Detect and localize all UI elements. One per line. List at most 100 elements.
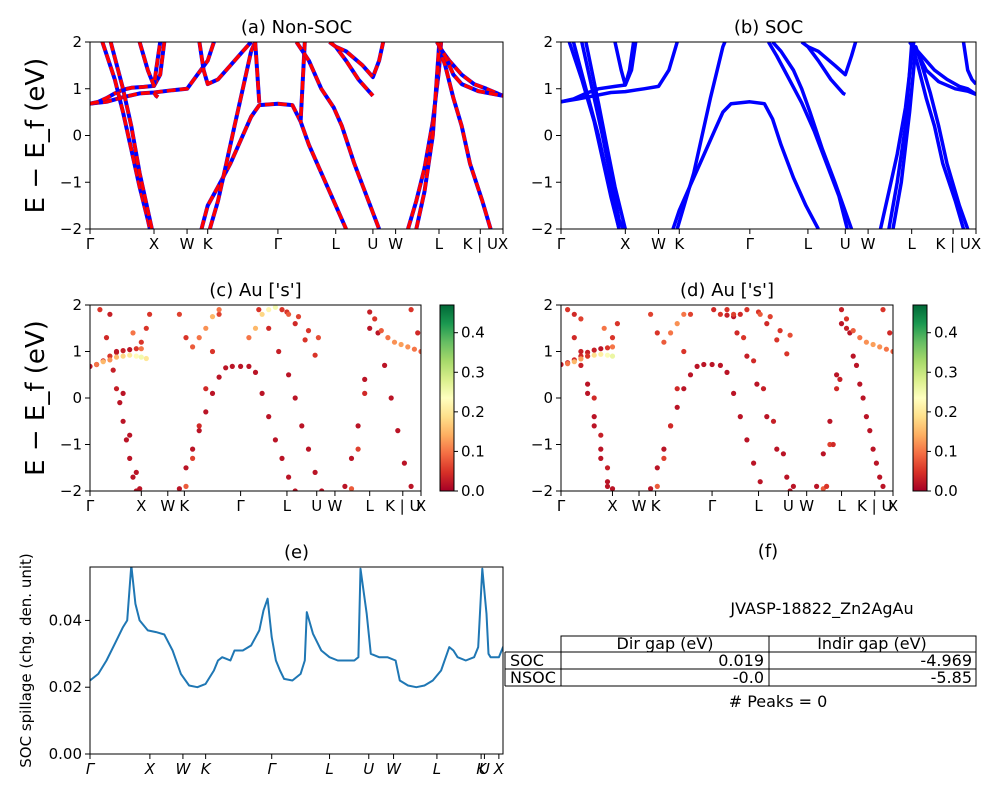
projection-point xyxy=(120,390,126,396)
band-line-overlay xyxy=(109,42,154,229)
projection-point xyxy=(571,311,577,317)
projection-point xyxy=(787,488,793,491)
projection-point xyxy=(367,309,373,315)
x-tick-label: Γ xyxy=(746,235,755,253)
y-tick-label: −2 xyxy=(531,482,553,500)
x-tick-label: W xyxy=(328,497,343,515)
projection-point xyxy=(100,359,106,365)
projection-point xyxy=(229,363,235,369)
x-tick-label: X xyxy=(620,235,630,253)
axes-frame xyxy=(89,304,422,492)
y-tick-label: 0 xyxy=(543,389,553,407)
projection-point xyxy=(767,314,773,320)
projection-point xyxy=(687,311,694,317)
projection-point xyxy=(286,311,292,317)
y-tick-label: 0.00 xyxy=(49,745,82,763)
projection-point xyxy=(127,455,133,461)
plot-area xyxy=(561,307,893,491)
chart-title: (d) Au ['s'] xyxy=(680,280,774,301)
projection-point xyxy=(113,354,120,360)
colorbar-tick-label: 0.4 xyxy=(934,324,958,342)
projection-point xyxy=(737,414,743,420)
band-line xyxy=(571,42,621,229)
colorbar-tick-label: 0.0 xyxy=(461,482,485,500)
band-line xyxy=(887,42,966,229)
band-line-overlay xyxy=(334,42,385,79)
projection-point xyxy=(209,314,216,320)
x-tick-label: K | U xyxy=(935,235,970,253)
band-line-overlay xyxy=(328,42,375,97)
band-line-overlay xyxy=(295,42,381,229)
projection-point xyxy=(137,486,143,491)
band-line xyxy=(675,42,727,229)
table-cell-nsoc-indir-gap: -5.85 xyxy=(931,668,972,687)
projection-point xyxy=(378,328,384,334)
projection-point xyxy=(674,404,680,410)
projection-point xyxy=(130,330,136,336)
band-line-overlay xyxy=(406,42,443,229)
band-line xyxy=(771,42,854,229)
colorbar-tick-label: 0.3 xyxy=(934,363,958,381)
x-tick-label: K xyxy=(651,497,662,515)
projection-point xyxy=(127,347,133,353)
spillage-line xyxy=(90,567,503,689)
x-tick-label: U xyxy=(311,497,322,515)
projection-point xyxy=(838,307,845,313)
projection-point xyxy=(857,335,863,341)
y-tick-label: 0 xyxy=(543,127,553,145)
y-tick-label: 1 xyxy=(72,80,82,98)
projection-point xyxy=(246,335,252,341)
projection-point xyxy=(266,307,272,313)
projection-point xyxy=(103,335,110,341)
projection-point xyxy=(724,312,730,318)
projection-point xyxy=(120,418,126,424)
band-line xyxy=(584,42,627,229)
projection-point xyxy=(751,460,757,466)
projection-point xyxy=(252,325,259,331)
band-line-overlay xyxy=(435,42,503,98)
projection-point xyxy=(398,341,404,348)
projection-point xyxy=(591,352,597,358)
projection-point xyxy=(774,337,780,343)
projection-point xyxy=(860,395,866,401)
colorbar-tick-label: 0.0 xyxy=(934,482,958,500)
projection-point xyxy=(176,311,182,317)
projection-point xyxy=(834,386,840,392)
x-tick-label: X xyxy=(498,235,508,253)
projection-point xyxy=(609,486,616,491)
projection-point xyxy=(814,483,820,489)
band-line xyxy=(199,101,348,229)
x-tick-label: X xyxy=(971,235,981,253)
projection-point xyxy=(591,423,597,429)
axes-frame xyxy=(560,304,894,492)
x-tick-label: U xyxy=(367,235,378,253)
projection-point xyxy=(760,386,767,392)
band-line xyxy=(800,42,847,96)
projection-point xyxy=(238,363,244,369)
projection-point xyxy=(395,428,401,434)
projection-point xyxy=(196,428,202,434)
projection-point xyxy=(203,386,209,392)
plot-area xyxy=(561,42,976,229)
colorbar-tick-label: 0.2 xyxy=(461,403,485,421)
projection-point xyxy=(724,307,730,313)
projection-point xyxy=(286,474,292,480)
colorbar-tick-label: 0.1 xyxy=(934,442,958,460)
projection-point xyxy=(405,344,411,350)
x-tick-label: Γ xyxy=(86,497,95,515)
projection-point xyxy=(654,465,660,471)
y-tick-label: 2 xyxy=(72,33,82,51)
projection-point xyxy=(299,423,305,429)
projection-point xyxy=(355,423,361,429)
projection-point xyxy=(565,307,571,313)
projection-point xyxy=(744,353,750,359)
y-tick-label: −1 xyxy=(60,173,82,191)
chart-title: (c) Au ['s'] xyxy=(209,280,301,301)
x-tick-label: W xyxy=(632,497,647,515)
projection-point xyxy=(709,361,715,368)
x-tick-label: L xyxy=(283,497,292,515)
projection-point xyxy=(418,348,421,355)
chart-title: (e) xyxy=(284,542,309,563)
x-tick-label: U xyxy=(363,760,374,778)
projection-point xyxy=(107,353,113,359)
